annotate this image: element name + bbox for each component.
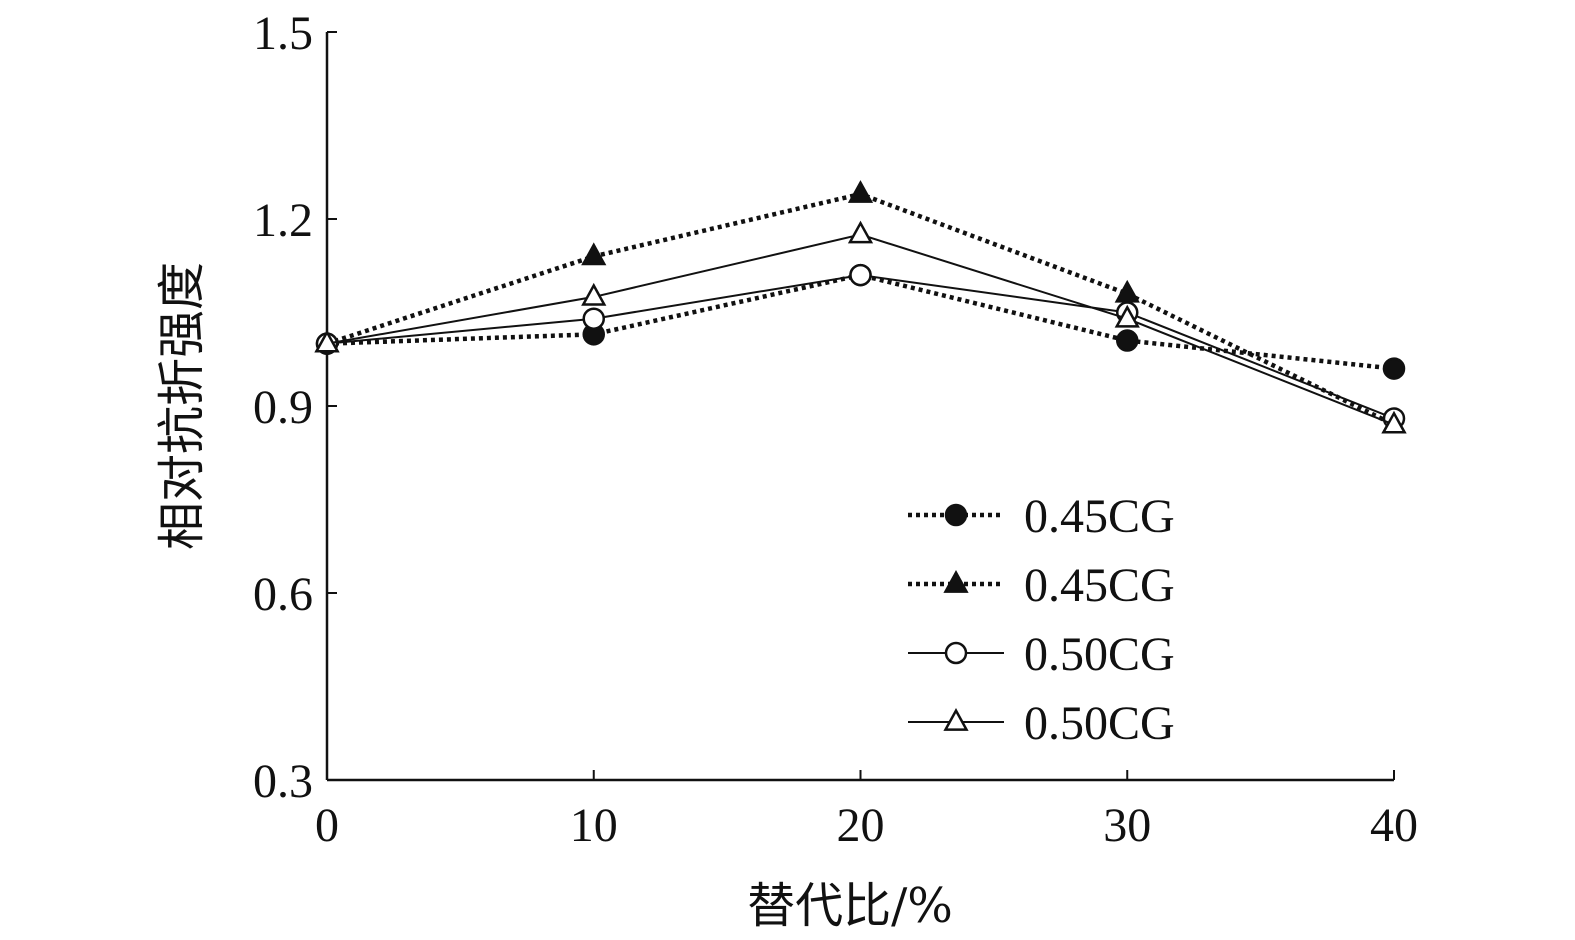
data-point: [1114, 279, 1140, 303]
legend-item: 0.50CG: [908, 628, 1175, 681]
legend-item: 0.45CG: [908, 559, 1175, 612]
legend-marker: [943, 708, 969, 731]
legend-marker: [944, 641, 968, 665]
legend-label: 0.45CG: [1024, 490, 1175, 543]
legend-label: 0.50CG: [1024, 697, 1175, 750]
y-tick-label: 0.6: [253, 568, 313, 621]
legend-label: 0.45CG: [1024, 559, 1175, 612]
data-point: [847, 220, 874, 244]
series-1-line: [326, 272, 1395, 371]
data-point: [849, 263, 872, 287]
y-tick-label: 0.9: [253, 381, 313, 434]
data-point: [581, 282, 607, 306]
series-3-line: [326, 274, 1395, 420]
axes: [325, 32, 1394, 782]
x-tick-label: 10: [570, 799, 618, 852]
x-axis-title: 替代比/%: [747, 878, 953, 934]
y-tick-label: 1.2: [253, 194, 313, 247]
legend-item: 0.45CG: [908, 490, 1175, 543]
data-point: [581, 242, 607, 266]
y-tick-label: 1.5: [253, 7, 313, 60]
legend-label: 0.50CG: [1024, 628, 1175, 681]
x-tick-label: 0: [315, 799, 339, 852]
data-point: [1382, 357, 1406, 380]
y-tick-label: 0.3: [253, 755, 313, 808]
data-point: [314, 329, 340, 353]
data-point: [847, 180, 874, 203]
legend-marker: [943, 570, 969, 593]
data-point: [1381, 410, 1407, 434]
x-tick-label: 20: [837, 799, 885, 852]
series-3: [315, 263, 1406, 430]
x-tick-label: 40: [1370, 799, 1418, 852]
series-layer: [314, 180, 1407, 434]
series-2: [314, 180, 1407, 434]
data-point: [1116, 329, 1139, 352]
legend: 0.45CG 0.45CG 0.50CG 0.50CG: [908, 490, 1175, 750]
legend-item: 0.50CG: [908, 697, 1175, 750]
data-point: [582, 307, 605, 330]
data-point: [1114, 304, 1140, 328]
y-ticks: 0.3 0.6 0.9 1.2 1.5: [253, 7, 337, 808]
x-tick-label: 30: [1103, 799, 1151, 852]
y-axis-title: 相对抗折强度: [154, 262, 210, 550]
series-4: [314, 220, 1407, 434]
x-ticks: 0 10 20 30 40: [315, 770, 1418, 852]
legend-marker: [944, 503, 968, 527]
